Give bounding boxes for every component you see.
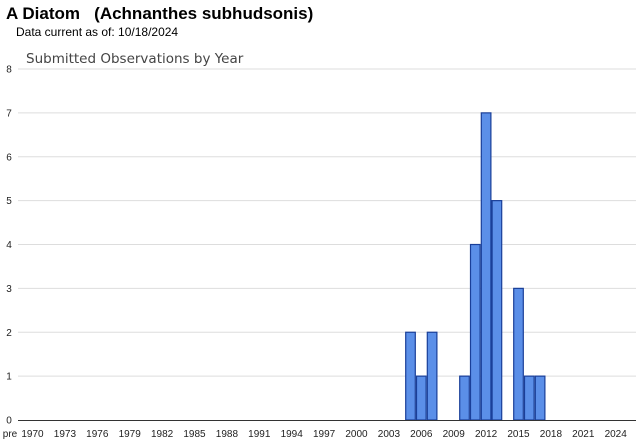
chart-grid — [18, 68, 636, 377]
x-tick-label: 1979 — [119, 429, 142, 440]
x-tick-label: 2024 — [605, 429, 628, 440]
x-tick-label: 2018 — [540, 429, 563, 440]
x-tick-label: 2012 — [475, 429, 498, 440]
x-tick-label: 2009 — [443, 429, 466, 440]
y-tick-label: 4 — [6, 240, 12, 251]
y-tick-label: 0 — [6, 416, 12, 427]
x-tick-label: 1997 — [313, 429, 336, 440]
x-tick-label: 2003 — [378, 429, 401, 440]
y-tick-label: 1 — [6, 372, 12, 383]
y-tick-label: 8 — [6, 65, 12, 76]
x-axis: pre 1970 1973 1976 1979 1982 1985 1988 1991 1994 1… — [3, 420, 636, 440]
x-tick-label: 1994 — [281, 429, 304, 440]
x-tick-label: 1970 — [21, 429, 44, 440]
x-tick-label: pre — [3, 429, 18, 440]
y-tick-label: 5 — [6, 196, 12, 207]
bar-2017 — [534, 375, 546, 421]
y-tick-label: 3 — [6, 284, 12, 295]
bar-2016 — [523, 375, 535, 421]
x-tick-label: 1988 — [216, 429, 239, 440]
x-tick-label: 1973 — [54, 429, 77, 440]
x-tick-label: 1976 — [86, 429, 109, 440]
bar-2010 — [459, 375, 470, 421]
chart-bars — [405, 112, 546, 421]
x-tick-label: 2006 — [410, 429, 433, 440]
y-axis-ticks: 0 1 2 3 4 5 6 7 8 — [6, 65, 12, 427]
x-tick-label: 2021 — [572, 429, 595, 440]
bar-2011 — [469, 243, 481, 421]
page-title: A Diatom (Achnanthes subhudsonis) — [6, 4, 314, 23]
bar-2006 — [415, 375, 427, 421]
chart-title: Submitted Observations by Year — [26, 51, 244, 67]
y-tick-label: 7 — [6, 108, 12, 119]
x-tick-label: 1982 — [151, 429, 174, 440]
x-tick-label: 1985 — [183, 429, 206, 440]
x-tick-label: 2000 — [345, 429, 368, 440]
bar-2013 — [491, 200, 503, 421]
bar-2015 — [513, 287, 524, 421]
y-tick-label: 2 — [6, 328, 12, 339]
bar-2005 — [405, 331, 416, 421]
bar-2012 — [480, 112, 492, 421]
bar-2007 — [426, 331, 438, 421]
data-current-date: Data current as of: 10/18/2024 — [16, 25, 179, 39]
y-tick-label: 6 — [6, 152, 12, 163]
x-tick-label: 2015 — [507, 429, 530, 440]
x-tick-label: 1991 — [248, 429, 271, 440]
